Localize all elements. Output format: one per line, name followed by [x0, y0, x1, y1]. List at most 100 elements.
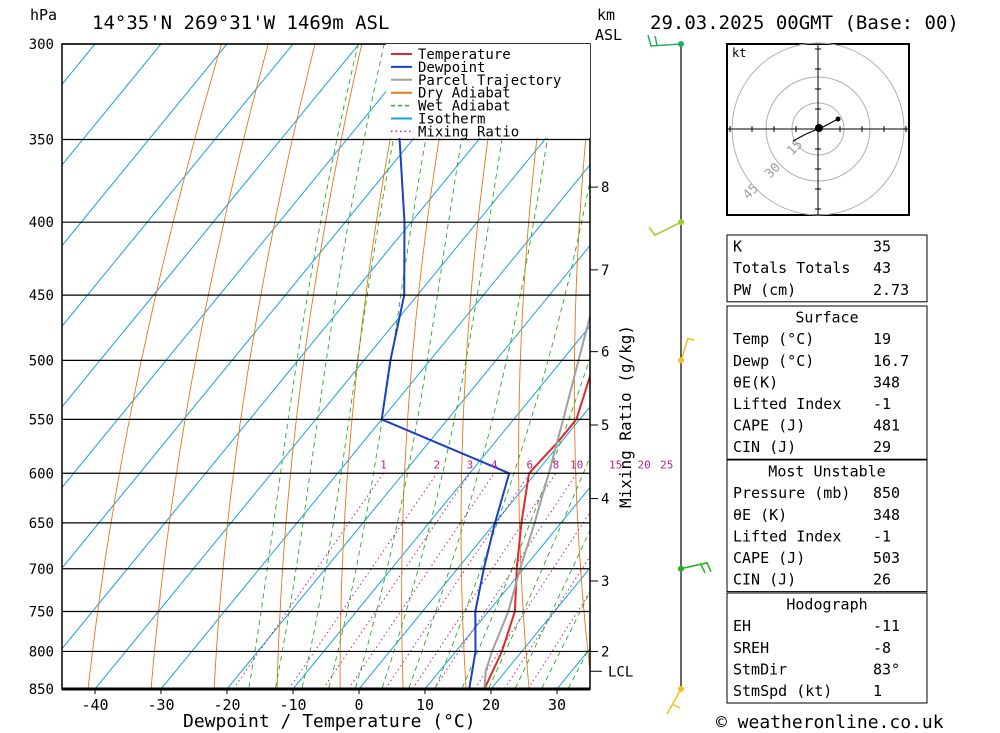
isotherm-line [62, 44, 426, 489]
index-label: SREH [733, 639, 769, 657]
x-tick-label: 10 [416, 696, 434, 714]
wet-adiabat-line [301, 44, 413, 689]
isotherm-line [292, 325, 590, 689]
pressure-tick-label: 750 [29, 604, 54, 620]
legend-label: Dry Adiabat [418, 86, 511, 102]
pressure-tick-label: 450 [29, 288, 54, 304]
index-label: CIN (J) [733, 571, 796, 589]
hodograph-end-marker [835, 116, 841, 122]
surface-title: Surface [795, 309, 858, 327]
dry-adiabat-line [518, 44, 550, 689]
index-label: θE(K) [733, 373, 778, 391]
index-label: Pressure (mb) [733, 484, 850, 502]
wet-adiabat-line [434, 178, 590, 689]
index-value: 29 [873, 438, 891, 456]
wind-barb [648, 221, 682, 237]
km-tick-label: 4 [601, 492, 609, 508]
index-value: -11 [873, 617, 900, 635]
mixing-ratio-label: 8 [553, 458, 560, 471]
mixing-ratio-line [433, 473, 578, 689]
index-value: 26 [873, 571, 891, 589]
wet-adiabat-line [328, 44, 444, 689]
x-tick-label: 30 [548, 696, 566, 714]
pressure-tick-label: 500 [29, 353, 54, 369]
index-value: -1 [873, 395, 891, 413]
dry-adiabat-line [213, 44, 316, 689]
isotherm-line [62, 44, 360, 408]
index-label: Lifted Index [733, 395, 841, 413]
pressure-tick-label: 550 [29, 412, 54, 428]
mixing-ratio-label: 1 [380, 458, 387, 471]
indices-panel: K 35 Totals Totals 43 PW (cm) 2.73 Surface Temp… [726, 234, 928, 704]
mixing-ratio-label: 4 [491, 458, 498, 471]
hodograph: kt 15 30 45 [726, 42, 910, 216]
index-value: 2.73 [873, 281, 909, 299]
x-tick-label: -30 [147, 696, 174, 714]
dry-adiabat-line [150, 44, 269, 689]
mixing-ratio-line [347, 473, 495, 689]
dry-adiabat-line [969, 23, 1000, 696]
plot-frame [61, 43, 591, 690]
mixing-ratio-labels: 1 2 3 4 6 8 10 15 20 25 [380, 458, 673, 471]
index-label: CAPE (J) [733, 549, 805, 567]
datetime-label: 29.03.2025 00GMT (Base: 00) [650, 12, 959, 34]
index-label: CIN (J) [733, 438, 796, 456]
km-tick-label: 3 [601, 574, 609, 590]
isotherm-line [62, 44, 294, 327]
wind-barb [647, 34, 682, 47]
asl-label: ASL [595, 26, 622, 44]
isotherm-line [160, 164, 590, 689]
most-unstable-title: Most Unstable [768, 463, 885, 481]
pressure-tick-label: 650 [29, 516, 54, 532]
dry-adiabat-line [87, 44, 222, 689]
x-tick-label: 20 [482, 696, 500, 714]
mixing-ratio-line [411, 473, 557, 689]
location-title: 14°35'N 269°31'W 1469m ASL [92, 12, 389, 34]
dry-adiabat-line [401, 44, 456, 689]
wet-adiabat-line [354, 44, 479, 689]
km-tick-label: 5 [601, 418, 609, 434]
x-axis-title: Dewpoint / Temperature (°C) [183, 711, 476, 732]
isotherm-line [62, 44, 228, 247]
pressure-tick-label: 350 [29, 132, 54, 148]
pressure-tick-label: 700 [29, 562, 54, 578]
index-value: 16.7 [873, 352, 909, 370]
mixing-ratio-line [474, 511, 590, 689]
index-label: Totals Totals [733, 259, 850, 277]
km-tick-label: 8 [601, 180, 609, 196]
index-label: PW (cm) [733, 281, 796, 299]
parcel-trajectory-profile [483, 312, 590, 689]
pressure-tick-label: 850 [29, 682, 54, 698]
wind-barb [680, 337, 695, 361]
x-tick-label: 0 [354, 696, 363, 714]
index-label: CAPE (J) [733, 417, 805, 435]
dry-adiabat-line [923, 23, 1000, 696]
index-value: 1 [873, 682, 882, 700]
mixing-ratio-label: 3 [467, 458, 474, 471]
mixing-ratio-axis-title: Mixing Ratio (g/kg) [616, 325, 635, 508]
legend-label: Temperature [418, 47, 511, 63]
wind-barb [680, 561, 712, 574]
index-value: 348 [873, 373, 900, 391]
background-lines [62, 23, 1000, 696]
hodograph-storm-marker [815, 124, 823, 132]
dry-adiabat-line [339, 44, 410, 689]
index-label: StmDir [733, 660, 787, 678]
legend-label: Dewpoint [418, 60, 485, 76]
profile-lines [380, 44, 590, 689]
mixing-ratio-label: 2 [434, 458, 441, 471]
dry-adiabat-line [681, 23, 720, 696]
km-label: km [597, 6, 615, 24]
index-value: -1 [873, 527, 891, 545]
km-tick-label: 6 [601, 345, 609, 361]
index-value: 19 [873, 330, 891, 348]
dry-adiabat-line [573, 90, 590, 675]
hodograph-unit: kt [732, 46, 746, 60]
pressure-tick-label: 600 [29, 466, 54, 482]
lcl-label: LCL [608, 664, 633, 680]
wind-barb [666, 688, 682, 715]
x-tick-label: -40 [81, 696, 108, 714]
dry-adiabat-line [276, 44, 363, 689]
wet-adiabat-line [408, 44, 564, 689]
